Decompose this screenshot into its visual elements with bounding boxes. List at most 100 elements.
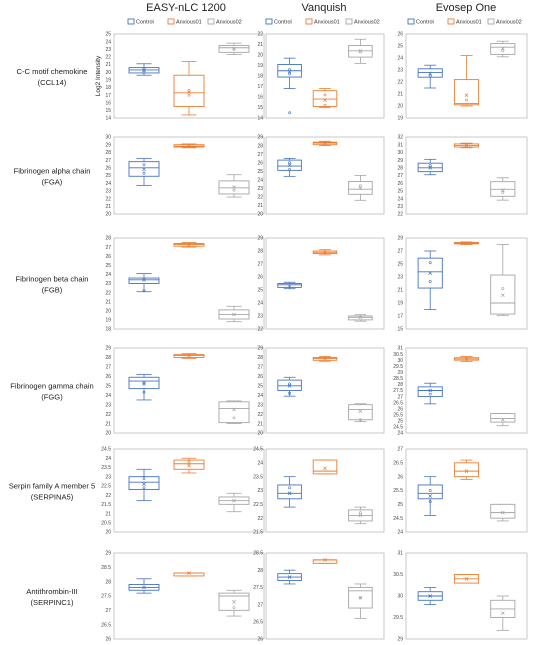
y-tick-label: 23: [397, 68, 403, 74]
data-point: [465, 98, 468, 102]
y-tick-label: 14: [105, 116, 111, 122]
y-tick-label: 28: [257, 143, 263, 149]
legend-swatch: [447, 18, 455, 25]
y-tick-label: 25: [397, 262, 403, 268]
row-label-gene: (SERPINC1): [30, 598, 74, 607]
box-control: [277, 57, 302, 115]
y-tick-label: 27: [105, 245, 111, 251]
y-tick-label: 25: [397, 502, 403, 508]
y-tick-label: 26.5: [101, 622, 111, 628]
row-label-name: Serpin family A member 5: [9, 482, 96, 491]
box-control: [128, 578, 160, 594]
data-point: [358, 184, 362, 188]
y-tick-label: 31: [397, 551, 403, 557]
y-tick-label: 22: [105, 290, 111, 296]
mean-marker: [287, 163, 292, 168]
mean-marker: [464, 357, 469, 361]
data-point: [142, 390, 146, 394]
data-point: [142, 66, 146, 70]
box-control: [277, 476, 302, 508]
panel-frame: [113, 347, 265, 434]
box-anxious01: [173, 143, 205, 149]
box-anxious01: [312, 249, 338, 256]
y-tick-label: 23: [105, 474, 111, 480]
y-tick-label: 21.5: [253, 530, 263, 536]
y-tick-label: 19: [397, 116, 403, 122]
y-tick-label: 24: [257, 393, 263, 399]
box-control: [417, 64, 443, 89]
y-tick-label: 28: [257, 355, 263, 361]
data-point: [288, 161, 292, 165]
box-anxious02: [348, 38, 373, 64]
y-tick-label: 22: [257, 516, 263, 522]
data-point: [187, 89, 191, 92]
mean-marker: [358, 595, 363, 600]
y-tick-label: 29: [257, 346, 263, 352]
box-anxious01: [453, 574, 480, 584]
y-tick-label: 29: [257, 236, 263, 242]
y-tick-label: 16: [105, 100, 111, 106]
y-tick-label: 16: [257, 95, 263, 101]
data-point: [358, 596, 362, 600]
row-label-name: Fibrinogen alpha chain: [14, 167, 91, 176]
y-tick-label: 31: [397, 346, 403, 352]
column-title: EASY-nLC 1200: [146, 2, 226, 14]
y-tick-label: 20: [257, 212, 263, 218]
legend-swatch: [265, 18, 273, 25]
y-tick-label: 24: [257, 461, 263, 467]
panel-frame: [113, 136, 265, 215]
panel: 29 28 27 26 25 24 23 22 21 20: [257, 135, 385, 218]
y-tick-label: 26: [257, 275, 263, 281]
y-tick-label: 22: [105, 55, 111, 61]
y-tick-label: 24: [105, 272, 111, 278]
y-tick-label: 21: [105, 299, 111, 305]
y-tick-label: 25: [397, 419, 403, 425]
y-tick-label: 28.5: [101, 565, 111, 571]
y-tick-label: 26: [397, 181, 403, 187]
data-point: [428, 74, 432, 78]
legend-label: Anxious01: [456, 20, 482, 26]
data-point: [142, 289, 146, 293]
y-tick-label: 15: [105, 108, 111, 114]
panel: 26 25 24 23 22 21 20 19: [397, 32, 528, 122]
mean-marker: [187, 463, 191, 468]
legend-label: Control: [136, 20, 154, 26]
y-tick-label: 30: [105, 135, 111, 141]
y-tick-label: 26: [397, 474, 403, 480]
y-tick-label: 23.5: [253, 474, 263, 480]
y-tick-label: 26: [257, 160, 263, 166]
y-tick-label: 27: [257, 152, 263, 158]
y-tick-label: 23: [257, 402, 263, 408]
y-tick-label: 23: [105, 189, 111, 195]
panel: 29 28 27 26 25 24 23 22 21 20: [257, 346, 385, 437]
box-anxious02: [348, 583, 373, 619]
y-tick-label: 27.5: [101, 594, 111, 600]
legend-swatch: [487, 18, 495, 25]
mean-marker: [323, 141, 327, 145]
data-point: [288, 111, 292, 115]
row-label-name: Fibrinogen gamma chain: [10, 382, 94, 391]
y-tick-label: 22: [257, 32, 263, 38]
y-tick-label: 23: [257, 488, 263, 494]
row-label-name: Antithrombin-III: [26, 587, 78, 596]
y-tick-label: 30: [397, 358, 403, 364]
y-tick-label: 23: [105, 47, 111, 53]
y-tick-label: 21: [397, 288, 403, 294]
mean-marker: [428, 594, 433, 598]
y-tick-label: 23: [257, 186, 263, 192]
y-tick-label: 27: [397, 249, 403, 255]
mean-marker: [187, 242, 191, 247]
y-tick-label: 23: [397, 275, 403, 281]
box-anxious02: [490, 595, 516, 631]
box-control: [128, 63, 160, 76]
y-tick-label: 27.5: [253, 585, 263, 591]
mean-marker: [232, 498, 236, 503]
y-tick-label: 24.5: [393, 425, 403, 431]
data-point: [358, 50, 362, 54]
y-tick-label: 25: [105, 383, 111, 389]
data-point: [323, 93, 327, 97]
y-tick-label: 26.5: [253, 620, 263, 626]
data-point: [428, 280, 432, 283]
box-iqr: [490, 503, 516, 519]
